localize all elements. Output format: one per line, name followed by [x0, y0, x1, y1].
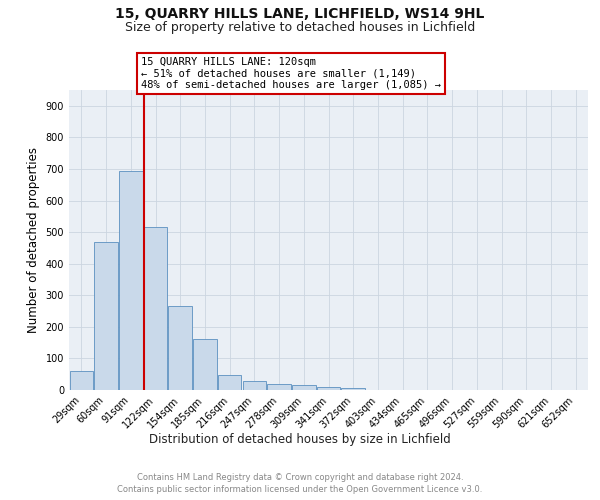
Bar — [218, 375, 241, 390]
Bar — [70, 371, 93, 390]
Bar — [317, 388, 340, 390]
Bar — [268, 384, 291, 390]
Bar — [169, 306, 192, 390]
Text: Size of property relative to detached houses in Lichfield: Size of property relative to detached ho… — [125, 21, 475, 34]
Text: Contains public sector information licensed under the Open Government Licence v3: Contains public sector information licen… — [118, 485, 482, 494]
Bar — [242, 380, 266, 390]
Text: Contains HM Land Registry data © Crown copyright and database right 2024.: Contains HM Land Registry data © Crown c… — [137, 472, 463, 482]
Bar — [144, 228, 167, 390]
Bar — [193, 340, 217, 390]
Text: Distribution of detached houses by size in Lichfield: Distribution of detached houses by size … — [149, 432, 451, 446]
Bar — [119, 170, 143, 390]
Y-axis label: Number of detached properties: Number of detached properties — [27, 147, 40, 333]
Bar — [292, 386, 316, 390]
Text: 15 QUARRY HILLS LANE: 120sqm
← 51% of detached houses are smaller (1,149)
48% of: 15 QUARRY HILLS LANE: 120sqm ← 51% of de… — [141, 57, 441, 90]
Bar — [341, 388, 365, 390]
Text: 15, QUARRY HILLS LANE, LICHFIELD, WS14 9HL: 15, QUARRY HILLS LANE, LICHFIELD, WS14 9… — [115, 8, 485, 22]
Bar — [94, 242, 118, 390]
